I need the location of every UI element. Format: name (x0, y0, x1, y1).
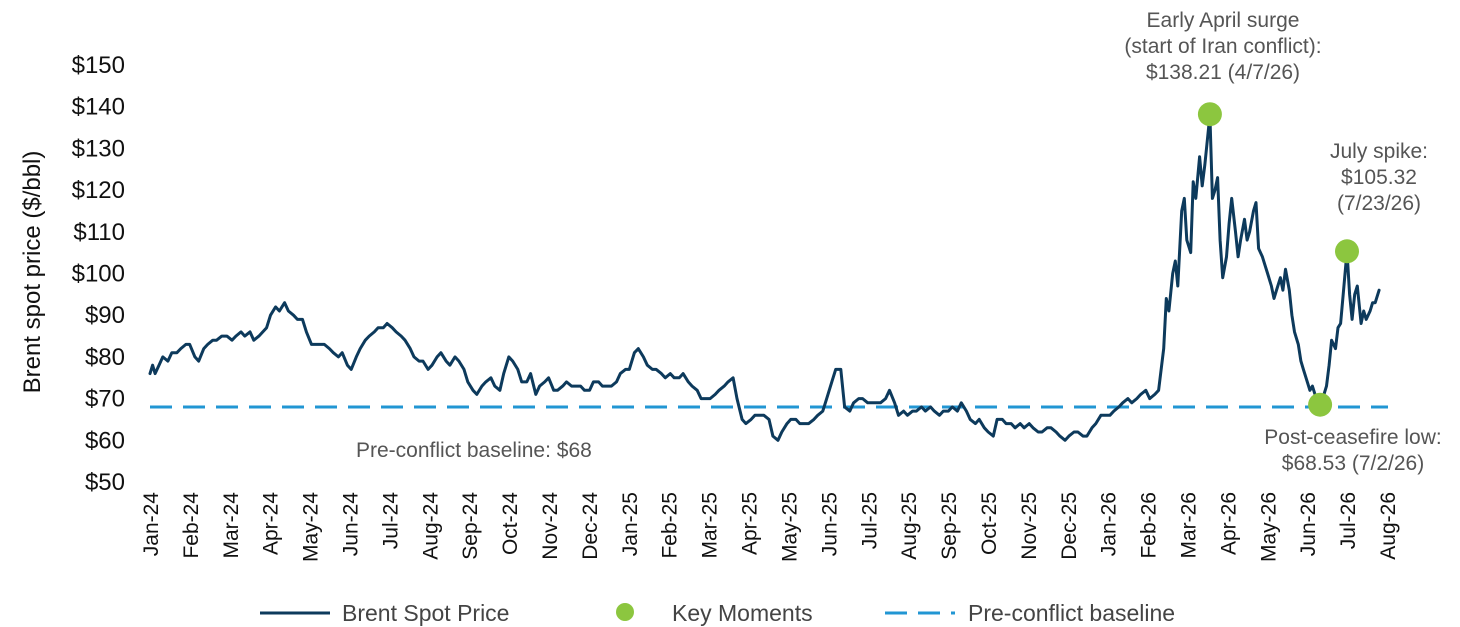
x-tick-label: Aug-25 (898, 492, 921, 560)
legend-baseline-label: Pre-conflict baseline (968, 600, 1175, 626)
x-tick-label: Mar-26 (1178, 492, 1201, 559)
legend: Brent Spot Price Key Moments Pre-conflic… (260, 600, 1175, 626)
x-tick-label: Dec-25 (1058, 492, 1081, 560)
x-tick-label: Jan-25 (619, 492, 642, 556)
x-tick-label: Jun-24 (340, 492, 363, 557)
y-tick-label: $100 (72, 261, 125, 288)
x-tick-label: Oct-24 (499, 492, 522, 555)
y-tick-label: $50 (85, 469, 125, 496)
marker-ceasefire-low (1308, 392, 1333, 417)
marker-april-surge (1197, 102, 1222, 127)
x-tick-label: Jun-25 (818, 492, 841, 556)
y-tick-label: $80 (85, 344, 125, 371)
x-tick-label: Jan-24 (140, 492, 163, 557)
y-axis-ticks: $50 $60 $70 $80 $90 $100 $110 $120 $130 $140 $150 (72, 52, 125, 496)
x-tick-label: May-24 (300, 492, 323, 562)
x-tick-label: Mar-25 (699, 492, 722, 559)
annotation-april-surge: Early April surge (start of Iran conflict… (1124, 9, 1321, 84)
legend-moments-swatch (616, 603, 634, 621)
y-tick-label: $60 (85, 427, 125, 454)
x-tick-label: Apr-24 (260, 492, 283, 555)
y-tick-label: $70 (85, 386, 125, 413)
x-axis-ticks: Jan-24 Feb-24 Mar-24 Apr-24 May-24 Jun-24 Jul-… (140, 492, 1400, 562)
x-tick-label: Jul-24 (379, 492, 402, 550)
x-tick-label: Nov-24 (539, 492, 562, 560)
x-tick-label: Feb-25 (659, 492, 682, 559)
x-tick-label: Dec-24 (579, 492, 602, 560)
x-tick-label: Aug-26 (1377, 492, 1400, 560)
annotation-july-spike: July spike: $105.32 (7/23/26) (1330, 140, 1428, 215)
x-tick-label: Jul-25 (858, 492, 881, 549)
annotations: Early April surge (start of Iran conflict… (356, 9, 1442, 475)
y-tick-label: $110 (73, 219, 125, 246)
x-tick-label: Apr-26 (1217, 492, 1240, 555)
key-moment-markers (1197, 102, 1359, 417)
annotation-baseline: Pre-conflict baseline: $68 (356, 439, 592, 462)
x-tick-label: Sep-25 (938, 492, 961, 560)
x-tick-label: May-26 (1257, 492, 1280, 562)
legend-moments-label: Key Moments (672, 600, 813, 626)
x-tick-label: Oct-25 (978, 492, 1001, 555)
x-tick-label: Feb-24 (180, 492, 203, 559)
y-tick-label: $90 (85, 302, 125, 329)
x-tick-label: Apr-25 (739, 492, 762, 555)
x-tick-label: Aug-24 (419, 492, 442, 560)
y-tick-label: $130 (72, 135, 125, 162)
marker-july-spike (1335, 239, 1359, 264)
y-tick-label: $120 (72, 177, 125, 204)
x-tick-label: May-25 (779, 492, 802, 562)
x-tick-label: Jan-26 (1098, 492, 1121, 556)
annotation-ceasefire-low: Post-ceasefire low: $68.53 (7/2/26) (1264, 426, 1441, 475)
x-tick-label: Feb-26 (1138, 492, 1161, 559)
x-tick-label: Sep-24 (459, 492, 482, 560)
y-tick-label: $140 (72, 94, 125, 121)
x-tick-label: Jun-26 (1297, 492, 1320, 556)
x-tick-label: Jul-26 (1337, 492, 1360, 549)
x-tick-label: Nov-25 (1018, 492, 1041, 560)
legend-price-label: Brent Spot Price (342, 600, 509, 626)
y-tick-label: $150 (72, 52, 125, 79)
price-series-line (148, 113, 1381, 442)
y-axis-title: Brent spot price ($/bbl) (19, 151, 46, 394)
x-tick-label: Mar-24 (220, 492, 243, 559)
